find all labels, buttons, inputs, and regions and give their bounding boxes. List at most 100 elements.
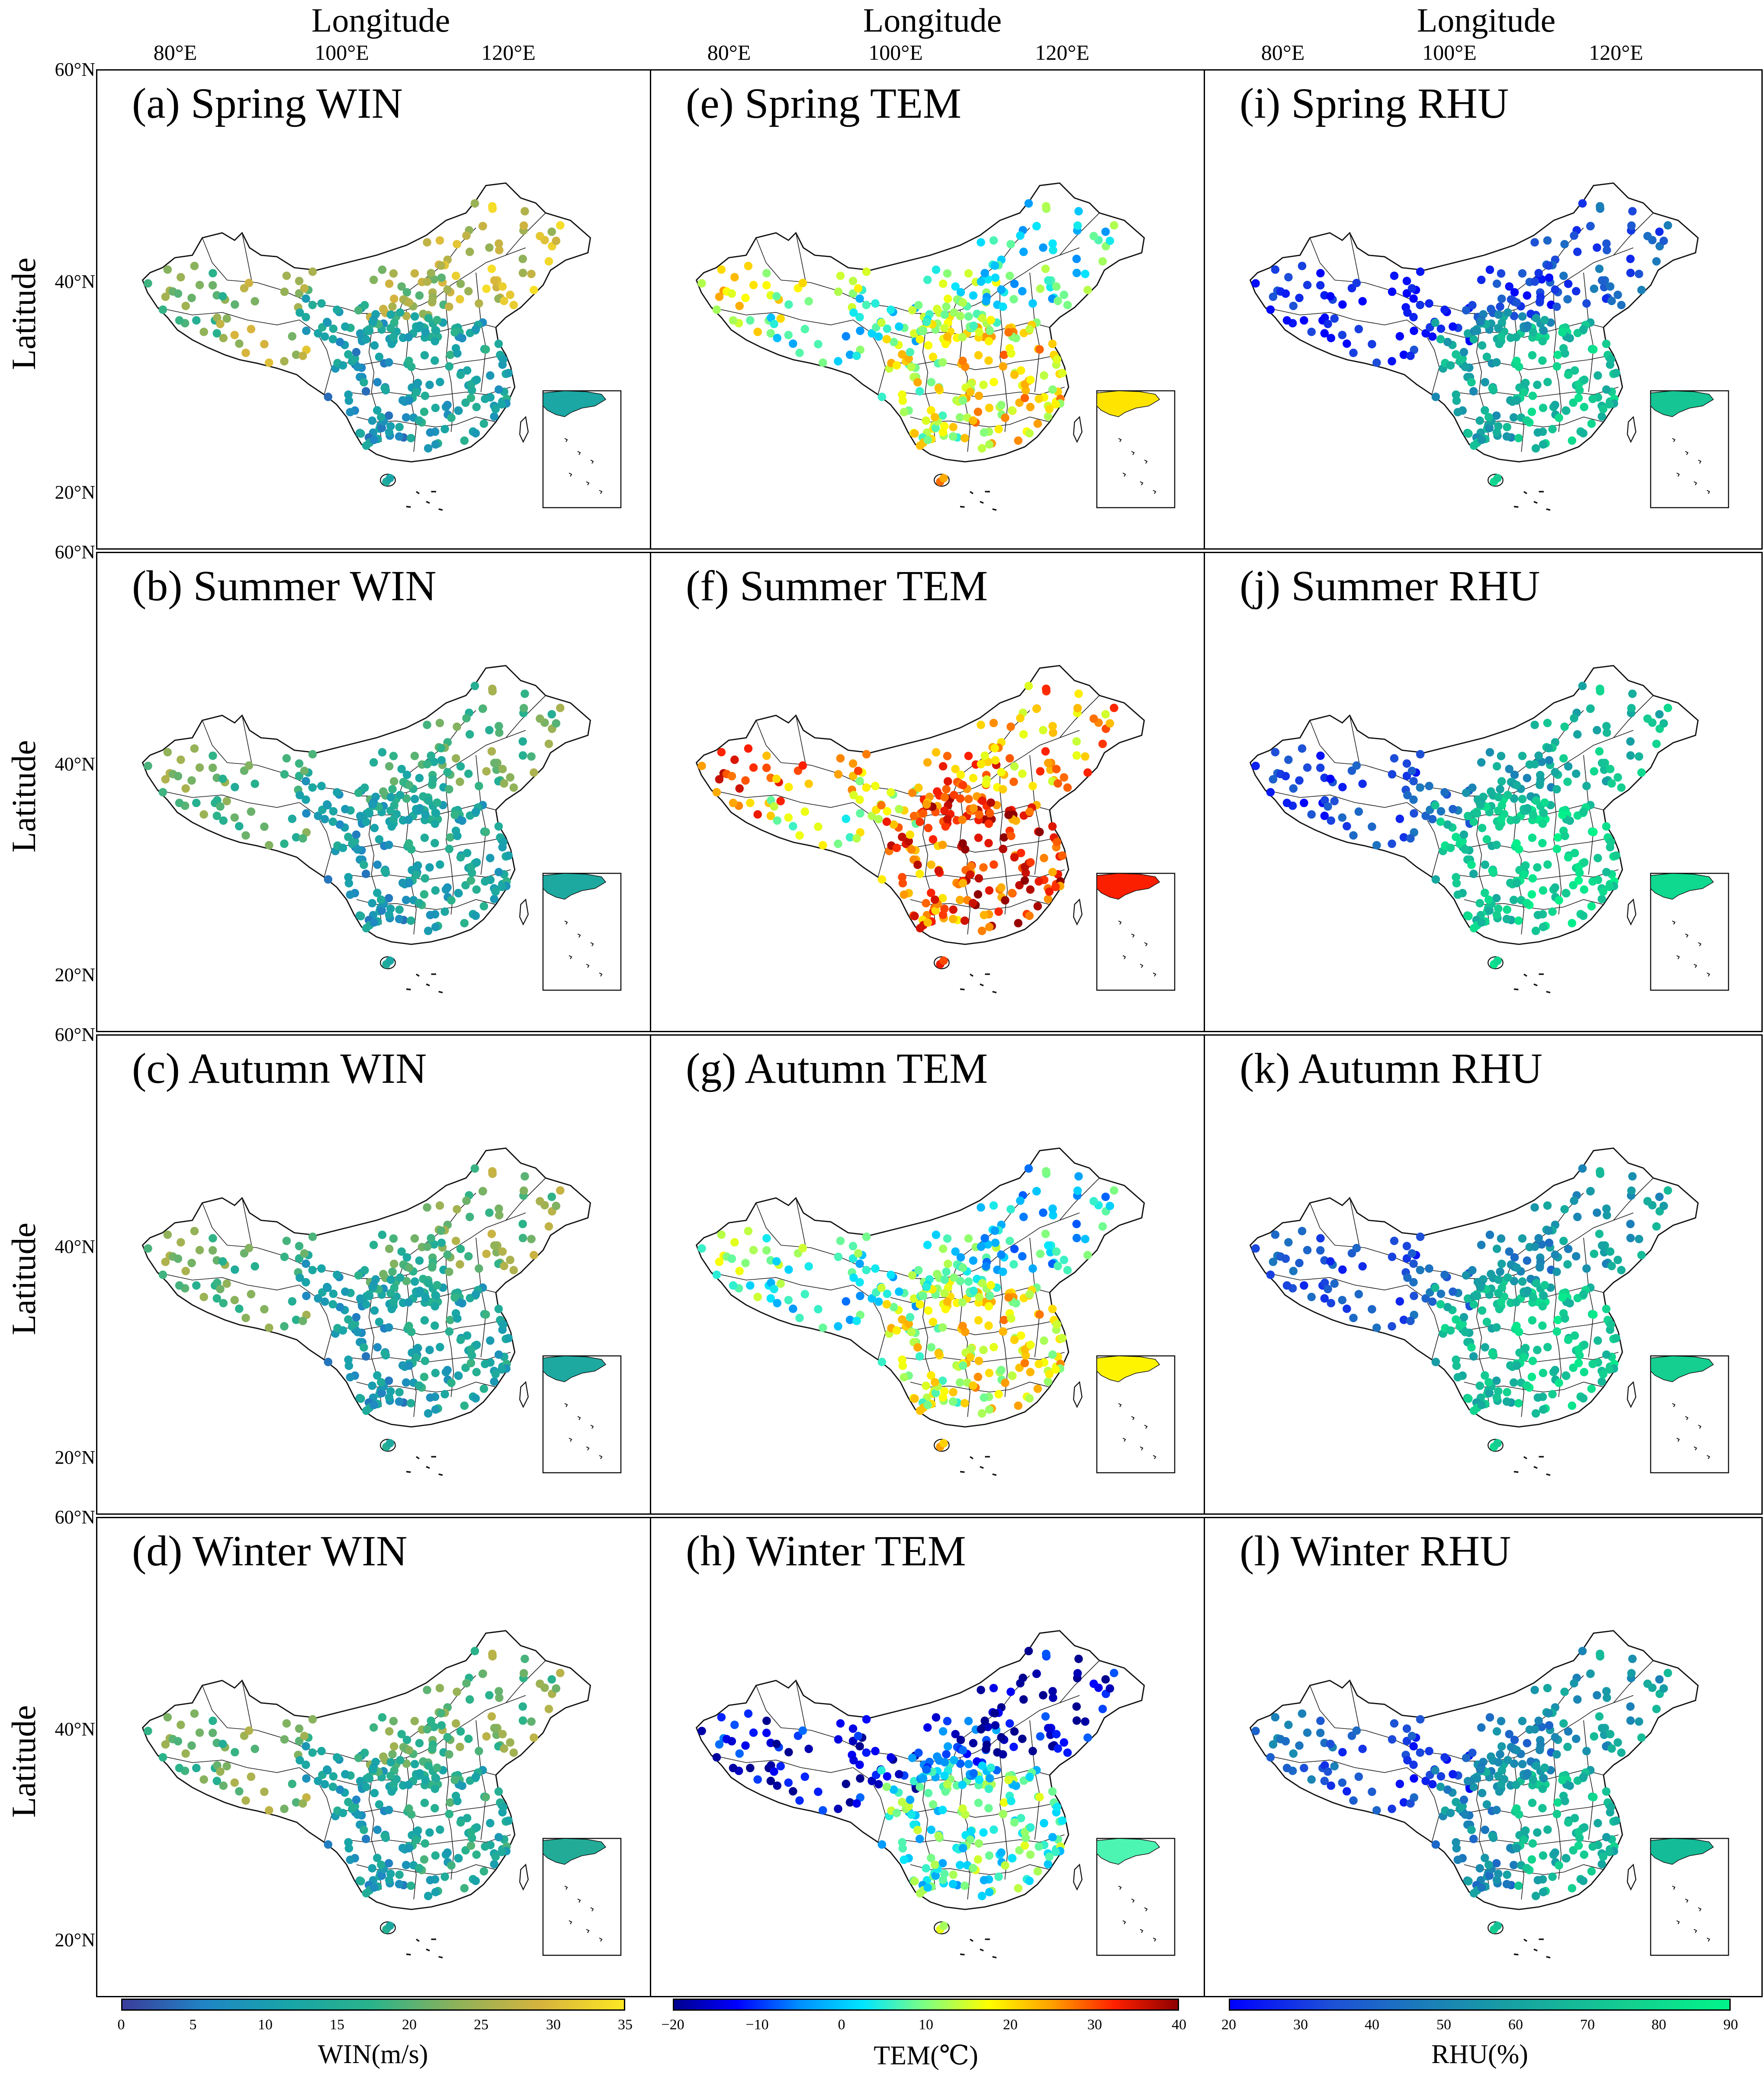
- station-dot: [218, 292, 227, 301]
- station-dot: [1395, 814, 1404, 823]
- station-dot: [985, 1405, 994, 1414]
- inset-coast: [543, 873, 607, 900]
- province-boundary: [299, 1284, 332, 1360]
- station-dot: [1388, 1735, 1397, 1744]
- station-dot: [1407, 1732, 1417, 1740]
- station-dot: [1562, 406, 1570, 415]
- station-dot: [518, 1702, 527, 1711]
- station-dot: [1048, 1204, 1057, 1213]
- station-dot: [1523, 291, 1532, 300]
- station-dot: [1431, 393, 1440, 401]
- station-dot: [772, 1739, 781, 1748]
- station-dot: [1452, 833, 1460, 841]
- station-dot: [746, 798, 755, 808]
- taiwan-island: [1073, 416, 1083, 443]
- station-dot: [385, 1244, 394, 1253]
- station-dot: [1543, 1825, 1552, 1834]
- station-dot: [1539, 1851, 1548, 1860]
- station-dot: [1613, 1255, 1622, 1265]
- station-dot: [1425, 1747, 1433, 1755]
- station-dot: [1469, 818, 1478, 826]
- taiwan-island: [519, 898, 529, 926]
- taiwan-island: [1627, 898, 1636, 926]
- station-dot: [299, 351, 307, 360]
- station-dot: [424, 444, 433, 453]
- station-dot: [472, 1823, 481, 1832]
- station-dot: [1421, 329, 1430, 338]
- station-dot: [481, 1793, 490, 1802]
- station-dot: [877, 318, 886, 327]
- station-dot: [368, 1381, 376, 1390]
- station-dot: [776, 797, 785, 805]
- station-dot: [1298, 261, 1307, 270]
- china-map: [695, 1630, 1176, 1959]
- station-dot: [328, 1300, 337, 1309]
- station-dot: [405, 781, 414, 789]
- station-dot: [958, 839, 967, 848]
- station-dot: [333, 1271, 341, 1279]
- station-dot: [862, 750, 871, 759]
- station-dot: [402, 895, 411, 905]
- station-dot: [314, 1294, 322, 1303]
- scs-island-mark: [1546, 508, 1551, 511]
- station-dot: [158, 788, 167, 797]
- station-dot: [964, 1277, 973, 1286]
- province-boundary: [1265, 1754, 1407, 1773]
- station-dot: [498, 1848, 506, 1857]
- station-dot: [1603, 1693, 1611, 1702]
- station-dot: [244, 761, 254, 770]
- station-dot: [1543, 860, 1552, 869]
- station-dot: [934, 383, 943, 393]
- station-dot: [235, 1787, 244, 1796]
- station-dot: [898, 390, 906, 399]
- station-dot: [855, 1742, 864, 1751]
- station-dot: [1573, 1695, 1582, 1704]
- station-dot: [923, 758, 932, 767]
- station-dot: [730, 273, 739, 282]
- station-dot: [1266, 788, 1275, 797]
- station-dot: [956, 1759, 965, 1768]
- station-dot: [969, 898, 977, 908]
- station-dot: [1559, 1236, 1568, 1246]
- station-dot: [932, 1713, 941, 1722]
- station-dot: [1652, 1705, 1661, 1713]
- station-dot: [519, 704, 528, 713]
- station-dot: [251, 1745, 259, 1753]
- station-dot: [1502, 432, 1511, 441]
- station-dot: [1269, 1258, 1278, 1266]
- station-dot: [405, 1746, 414, 1754]
- station-dot: [447, 413, 456, 422]
- station-dot: [1523, 1286, 1532, 1295]
- station-dot: [433, 1763, 441, 1772]
- station-dot: [175, 1764, 184, 1773]
- station-dot: [773, 334, 782, 342]
- station-dot: [527, 1235, 536, 1243]
- station-dot: [941, 822, 950, 831]
- panel-title: (l) Winter RHU: [1240, 1527, 1511, 1575]
- station-dot: [1327, 1299, 1336, 1307]
- station-dot: [990, 377, 998, 386]
- station-dot: [1026, 1368, 1035, 1377]
- taiwan-island: [519, 1864, 529, 1891]
- province-boundary: [202, 720, 228, 763]
- station-dot: [913, 860, 922, 869]
- station-dot: [397, 1730, 406, 1738]
- rhu-tick: 80: [1652, 2017, 1666, 2033]
- station-dot: [456, 1260, 464, 1269]
- station-dot: [369, 1723, 378, 1732]
- station-dot: [1512, 298, 1521, 307]
- station-dot: [1036, 284, 1045, 293]
- station-dot: [906, 830, 915, 839]
- station-dot: [1251, 1726, 1260, 1735]
- station-dot: [1428, 1780, 1437, 1789]
- scs-island-mark: [960, 988, 965, 991]
- station-dot: [887, 788, 895, 797]
- station-dot: [1607, 1320, 1615, 1329]
- station-dot: [795, 831, 804, 840]
- station-dot: [997, 401, 1006, 409]
- station-dot: [1251, 1244, 1260, 1253]
- station-dot: [1028, 1264, 1037, 1273]
- station-dot: [1063, 1266, 1072, 1275]
- station-dot: [373, 1343, 382, 1352]
- station-dot: [922, 899, 930, 908]
